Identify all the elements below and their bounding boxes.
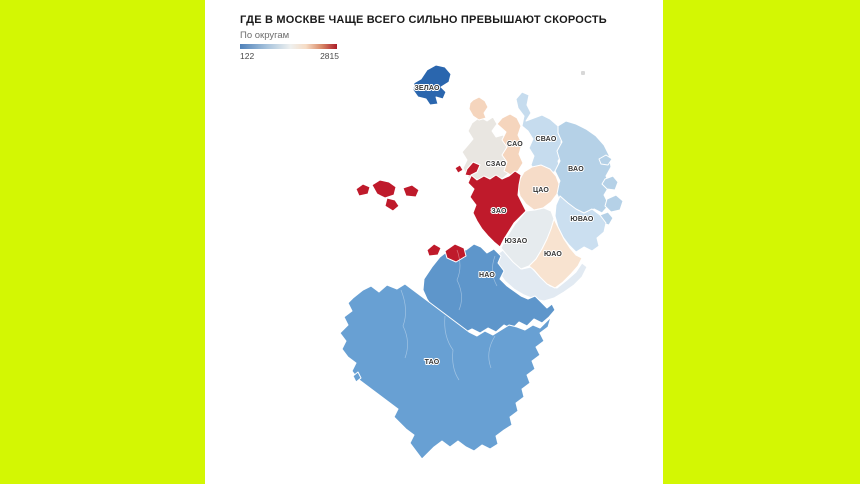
region-label-uao: ЮАО: [544, 251, 562, 258]
region-label-nao: НАО: [479, 272, 495, 279]
region-tao: [339, 283, 552, 460]
region-label-svao: СВАО: [536, 136, 557, 143]
region-uao: [528, 218, 583, 289]
settlement-border-line: [400, 289, 408, 359]
region-zao: [402, 184, 420, 198]
region-zao: [444, 243, 467, 263]
page-title: ГДЕ В МОСКВЕ ЧАЩЕ ВСЕГО СИЛЬНО ПРЕВЫШАЮТ…: [240, 14, 607, 26]
region-zelao: [412, 64, 452, 106]
moscow-districts-map: ЗЕЛАО СЗАО САО СВАО ВАО ЦАО ЗАО ЮВАО ЮЗАО ЮАО НАО Т…: [339, 64, 624, 460]
region-sao: [496, 113, 524, 176]
legend-max-value: 2815: [320, 51, 339, 61]
legend-min-value: 122: [240, 51, 255, 61]
page-subtitle: По округам: [240, 30, 290, 41]
minor-area: [493, 247, 588, 302]
region-sao: [468, 96, 489, 121]
region-svao: [515, 91, 565, 174]
region-vao: [601, 175, 619, 191]
region-label-uzao: ЮЗАО: [505, 238, 528, 245]
settlement-border-line: [492, 255, 498, 287]
region-zao: [355, 183, 371, 197]
region-label-sao: САО: [507, 141, 523, 148]
settlement-border-line: [444, 315, 460, 381]
region-label-tao: ТАО: [425, 359, 440, 366]
region-vao: [554, 120, 612, 218]
legend-gradient-bar: [240, 44, 337, 49]
region-tao: [352, 371, 362, 383]
region-label-zao: ЗАО: [491, 208, 507, 215]
legend-labels: 122 2815: [240, 51, 339, 61]
region-zao: [464, 161, 527, 248]
settlement-border-line: [488, 335, 496, 369]
region-label-zelao: ЗЕЛАО: [414, 85, 440, 92]
settlement-border-line: [456, 249, 462, 311]
region-vao: [598, 154, 613, 166]
infographic-card: ГДЕ В МОСКВЕ ЧАЩЕ ВСЕГО СИЛЬНО ПРЕВЫШАЮТ…: [205, 0, 663, 484]
region-label-szao: СЗАО: [486, 161, 507, 168]
region-zao: [384, 197, 400, 212]
region-label-vao: ВАО: [568, 166, 584, 173]
region-vao: [604, 194, 624, 213]
region-zao: [371, 179, 397, 199]
tiny-area-dot: [581, 71, 585, 75]
region-zao: [426, 243, 442, 257]
region-label-cao: ЦАО: [533, 187, 549, 194]
region-zao: [454, 164, 464, 174]
region-label-uvao: ЮВАО: [570, 216, 593, 223]
